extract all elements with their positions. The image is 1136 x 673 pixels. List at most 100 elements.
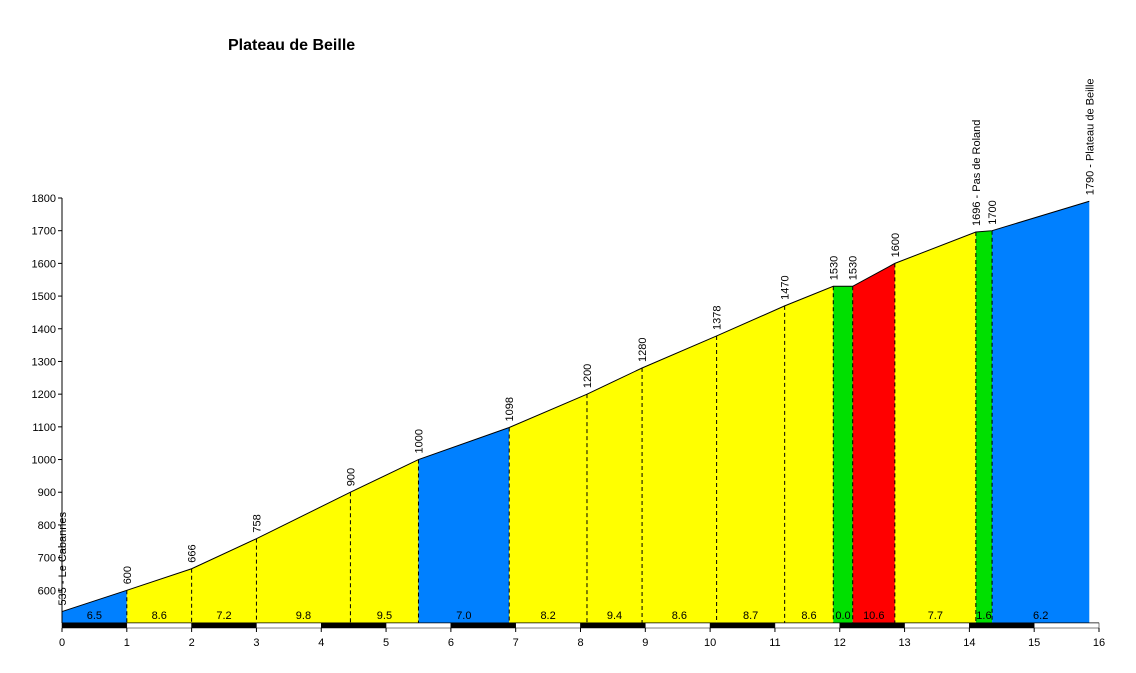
- elevation-label-7: 1200: [582, 364, 594, 388]
- segment-fill-6: [509, 394, 587, 623]
- chart-title: Plateau de Beille: [228, 37, 355, 54]
- segment-fill-2: [191, 538, 257, 623]
- km-bar-12: [839, 622, 905, 629]
- y-tick-label-5: 1100: [32, 422, 56, 434]
- segment-fill-4: [350, 459, 419, 623]
- segment-fill-5: [418, 427, 510, 623]
- segment-fill-9: [716, 305, 785, 623]
- segment-fill-11: [833, 286, 853, 623]
- x-axis: 0 1 2 3 4 5 6 7 8 9 10 11 12 13 14 15 16: [59, 622, 1105, 649]
- elevation-label-9: 1378: [712, 305, 724, 329]
- km-bar-4: [321, 622, 387, 629]
- segment-fill-0: [62, 590, 127, 623]
- y-tick-label-12: 1800: [32, 193, 56, 205]
- gradient-label-7: 9.4: [607, 610, 622, 622]
- elevation-label-5: 1000: [413, 429, 425, 453]
- gradient-label-2: 7.2: [216, 610, 231, 622]
- y-tick-label-6: 1200: [32, 389, 56, 401]
- x-tick-label-12: 12: [834, 637, 846, 649]
- gradient-label-15: 6.2: [1033, 610, 1048, 622]
- gradient-label-13: 7.7: [928, 610, 943, 622]
- gradient-label-0: 6.5: [87, 610, 102, 622]
- y-tick-label-0: 600: [38, 585, 56, 597]
- km-bar-15: [1033, 622, 1100, 629]
- elevation-label-10: 1470: [780, 275, 792, 299]
- elevation-label-16: 1790 - Plateau de Beille: [1084, 78, 1096, 195]
- profile-outline: [61, 200, 1090, 613]
- x-tick-label-15: 15: [1028, 637, 1040, 649]
- x-tick-label-5: 5: [383, 637, 389, 649]
- x-tick-label-8: 8: [577, 637, 583, 649]
- x-tick-label-13: 13: [898, 637, 910, 649]
- km-bar-6: [450, 622, 516, 629]
- x-tick-label-3: 3: [253, 637, 259, 649]
- gradient-label-9: 8.7: [743, 610, 758, 622]
- y-tick-label-11: 1700: [32, 226, 56, 238]
- elevation-label-11: 1530: [828, 256, 840, 280]
- segment-fill-14: [975, 230, 993, 623]
- km-bar-7: [515, 622, 581, 629]
- km-bar-2: [191, 622, 257, 629]
- y-tick-label-7: 1300: [32, 356, 56, 368]
- elevation-label-8: 1280: [637, 338, 649, 362]
- km-bar-11: [774, 622, 840, 629]
- gradient-label-14: 1.6: [976, 610, 991, 622]
- x-tick-label-14: 14: [963, 637, 975, 649]
- x-tick-label-16: 16: [1093, 637, 1105, 649]
- segment-dividers: [126, 230, 993, 623]
- x-tick-label-11: 11: [769, 637, 780, 649]
- segment-fill-12: [852, 263, 895, 623]
- elevation-label-1: 600: [122, 566, 134, 584]
- km-bar-5: [385, 622, 452, 629]
- elevation-label-12: 1530: [848, 256, 860, 280]
- segment-fill-3: [256, 492, 351, 623]
- elevation-label-3: 758: [251, 514, 263, 532]
- km-bar-10: [709, 622, 776, 629]
- elevation-labels: 535 - Le Cabannes 600 666 758 900 1000 1098 120…: [57, 78, 1096, 605]
- gradient-label-6: 8.2: [540, 610, 555, 622]
- gradient-label-10: 8.6: [801, 610, 816, 622]
- x-tick-label-2: 2: [189, 637, 195, 649]
- elevation-label-6: 1098: [504, 397, 516, 421]
- gradient-label-11: 0.0: [835, 610, 850, 622]
- x-tick-label-1: 1: [124, 637, 130, 649]
- km-bar-3: [256, 622, 322, 629]
- segment-fill-7: [586, 368, 643, 623]
- gradient-label-1: 8.6: [152, 610, 167, 622]
- segment-fill-10: [784, 286, 834, 623]
- x-tick-label-9: 9: [642, 637, 648, 649]
- y-tick-label-10: 1600: [32, 258, 56, 270]
- y-tick-label-2: 800: [38, 520, 56, 532]
- km-bar-13: [904, 622, 970, 629]
- segment-fill-1: [126, 568, 192, 623]
- elevation-label-4: 900: [345, 468, 357, 486]
- km-bar-9: [645, 622, 711, 629]
- x-tick-label-4: 4: [318, 637, 324, 649]
- segment-fill-8: [642, 335, 717, 623]
- km-bar-1: [126, 622, 192, 629]
- km-bar-8: [580, 622, 646, 629]
- gradient-labels: 6.5 8.6 7.2 9.8 9.5 7.0 8.2 9.4 8.6 8.7 8.6 0.0 10.6…: [87, 610, 1049, 622]
- gradient-label-12: 10.6: [863, 610, 884, 622]
- segment-fill-15: [992, 201, 1090, 623]
- y-tick-label-9: 1500: [32, 291, 56, 303]
- gradient-label-3: 9.8: [296, 610, 311, 622]
- x-tick-label-10: 10: [704, 637, 716, 649]
- gradient-label-8: 8.6: [672, 610, 687, 622]
- y-tick-label-3: 900: [38, 487, 56, 499]
- km-bar-0: [61, 622, 128, 629]
- elevation-label-2: 666: [187, 544, 199, 562]
- y-axis: 600 700 800 900 1000 1100 1200 1300 1400 1500 1600…: [32, 193, 63, 623]
- gradient-segments: [62, 201, 1090, 623]
- x-tick-label-6: 6: [448, 637, 454, 649]
- elevation-label-13: 1600: [890, 233, 902, 257]
- y-tick-label-4: 1000: [32, 455, 56, 467]
- gradient-label-4: 9.5: [377, 610, 392, 622]
- elevation-label-14: 1696 - Pas de Roland: [971, 120, 983, 226]
- x-tick-label-0: 0: [59, 637, 65, 649]
- elevation-label-15: 1700: [987, 200, 999, 224]
- x-tick-label-7: 7: [513, 637, 519, 649]
- segment-fill-13: [894, 232, 976, 623]
- elevation-label-0: 535 - Le Cabannes: [57, 511, 69, 605]
